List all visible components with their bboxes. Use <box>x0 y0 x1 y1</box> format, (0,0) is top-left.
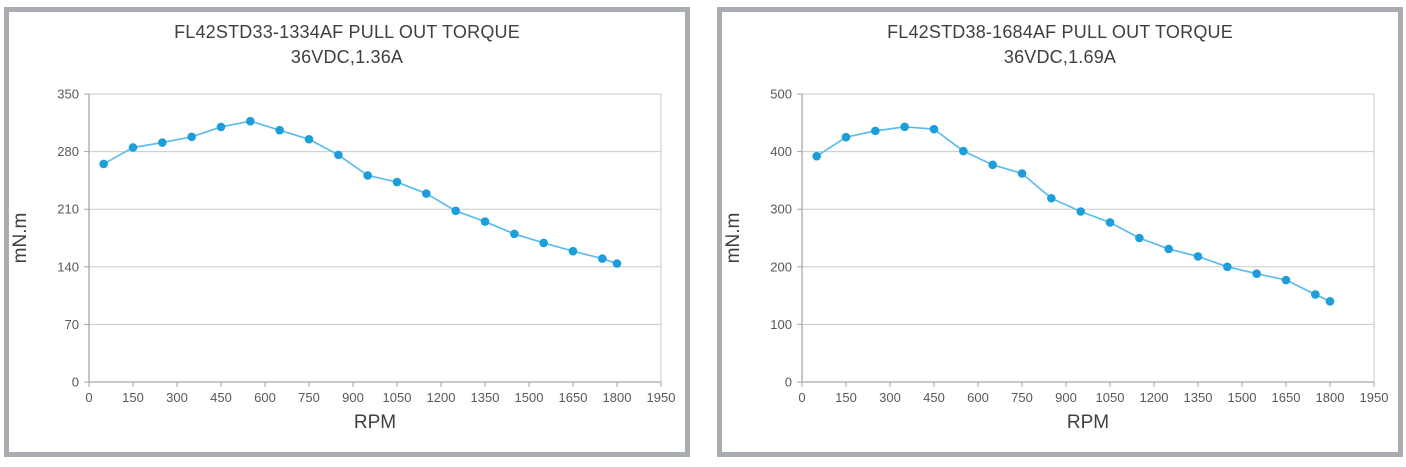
x-tick-label: 1350 <box>471 390 500 405</box>
y-axis-title: mN.m <box>10 213 31 264</box>
x-tick-label: 150 <box>122 390 144 405</box>
data-point-marker <box>1193 252 1203 261</box>
x-tick-label: 1500 <box>515 390 544 405</box>
chart-subtitle: 36VDC,1.69A <box>1003 47 1117 67</box>
y-tick-label: 280 <box>57 144 79 159</box>
y-tick-label: 0 <box>72 375 79 390</box>
x-tick-label: 1050 <box>383 390 412 405</box>
data-point-marker <box>158 138 167 147</box>
data-point-marker <box>1076 207 1085 216</box>
x-tick-label: 1950 <box>647 390 676 405</box>
data-point-marker <box>99 159 108 169</box>
data-point-marker <box>1311 290 1320 299</box>
x-tick-label: 0 <box>85 390 92 405</box>
data-point-marker <box>392 177 402 187</box>
chart-title: FL42STD38-1684AF PULL OUT TORQUE <box>887 22 1233 42</box>
data-point-marker <box>480 217 490 226</box>
data-point-marker <box>1252 269 1261 279</box>
data-point-marker <box>246 116 255 126</box>
x-tick-label: 750 <box>298 390 320 405</box>
x-tick-label: 750 <box>1011 390 1033 405</box>
x-tick-label: 150 <box>835 390 857 405</box>
x-tick-label: 1200 <box>1140 390 1169 405</box>
y-tick-label: 140 <box>57 259 79 274</box>
x-tick-label: 1950 <box>1360 390 1389 405</box>
data-point-marker <box>216 122 226 132</box>
data-point-marker <box>1281 275 1291 285</box>
y-tick-label: 200 <box>770 259 792 274</box>
x-tick-label: 1200 <box>427 390 456 405</box>
data-point-marker <box>1017 169 1027 178</box>
x-tick-label: 450 <box>923 390 945 405</box>
data-point-marker <box>1164 244 1173 254</box>
x-tick-label: 1500 <box>1228 390 1257 405</box>
chart-title: FL42STD33-1334AF PULL OUT TORQUE <box>174 22 520 42</box>
data-point-marker <box>539 238 548 248</box>
x-tick-label: 900 <box>1055 390 1077 405</box>
torque-chart-right: 0 150 300 450 600 750 900 1050 1200 1350 1500 1650 1… <box>723 87 1389 434</box>
x-tick-label: 1800 <box>1316 390 1345 405</box>
data-point-marker <box>1223 262 1232 272</box>
torque-chart-left: 0 150 300 450 600 750 900 1050 1200 1350 1500 1650 1… <box>10 87 676 434</box>
data-point-marker <box>1105 218 1115 227</box>
data-point-marker <box>1135 233 1144 243</box>
data-point-marker <box>451 206 460 216</box>
torque-chart-panel-right: FL42STD38-1684AF PULL OUT TORQUE 36VDC,1… <box>717 7 1403 457</box>
x-tick-label: 1800 <box>603 390 632 405</box>
y-tick-label: 400 <box>770 144 792 159</box>
x-tick-label: 300 <box>166 390 188 405</box>
data-point-marker <box>510 229 519 239</box>
data-point-marker <box>612 259 622 268</box>
y-tick-label: 70 <box>65 317 79 332</box>
chart-title-block: FL42STD33-1334AF PULL OUT TORQUE 36VDC,1… <box>9 20 685 70</box>
y-tick-label: 300 <box>770 202 792 217</box>
chart-title-block: FL42STD38-1684AF PULL OUT TORQUE 36VDC,1… <box>722 20 1398 70</box>
data-point-marker <box>988 160 997 170</box>
data-point-marker <box>334 150 343 160</box>
x-tick-label: 450 <box>210 390 232 405</box>
x-tick-label: 600 <box>254 390 276 405</box>
x-axis-title: RPM <box>354 412 396 433</box>
x-tick-label: 1650 <box>1272 390 1301 405</box>
data-point-marker <box>568 246 578 256</box>
y-tick-label: 210 <box>57 202 79 217</box>
y-tick-label: 0 <box>785 375 792 390</box>
chart-subtitle: 36VDC,1.36A <box>290 47 404 67</box>
data-point-marker <box>841 132 851 142</box>
x-tick-label: 1650 <box>559 390 588 405</box>
y-axis-title: mN.m <box>723 213 744 264</box>
data-point-marker <box>422 189 431 198</box>
x-tick-label: 600 <box>967 390 989 405</box>
data-point-marker <box>275 125 284 135</box>
x-tick-label: 1050 <box>1096 390 1125 405</box>
x-axis-title: RPM <box>1067 412 1109 433</box>
data-point-marker <box>900 122 909 132</box>
y-tick-label: 100 <box>770 317 792 332</box>
data-point-marker <box>598 254 607 263</box>
data-point-marker <box>1325 297 1335 306</box>
data-point-marker <box>812 151 821 161</box>
data-point-marker <box>929 124 939 134</box>
data-point-marker <box>959 146 968 156</box>
data-point-marker <box>1047 193 1056 203</box>
x-tick-label: 0 <box>798 390 805 405</box>
data-point-marker <box>187 132 196 142</box>
y-tick-label: 350 <box>57 87 79 102</box>
torque-chart-panel-left: FL42STD33-1334AF PULL OUT TORQUE 36VDC,1… <box>4 7 690 457</box>
x-tick-label: 900 <box>342 390 364 405</box>
data-point-marker <box>871 126 880 136</box>
y-tick-label: 500 <box>770 87 792 102</box>
data-point-marker <box>304 134 314 144</box>
data-point-marker <box>128 143 138 152</box>
x-tick-label: 300 <box>879 390 901 405</box>
data-point-marker <box>363 171 372 180</box>
x-tick-label: 1350 <box>1184 390 1213 405</box>
